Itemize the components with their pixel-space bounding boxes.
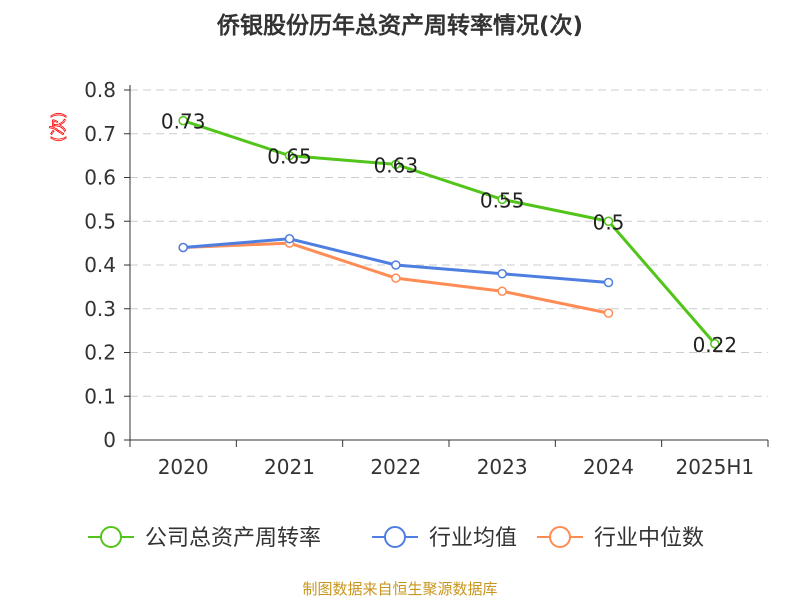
data-label: 0.55 — [480, 188, 525, 212]
data-point — [497, 194, 507, 205]
data-label: 0.5 — [593, 210, 625, 234]
y-tick-label: 0.5 — [84, 209, 116, 233]
legend-marker — [100, 526, 122, 548]
data-point — [284, 150, 295, 161]
y-axis-label: (次) — [49, 112, 69, 142]
legend-marker — [384, 526, 406, 548]
data-point — [603, 308, 614, 318]
data-point — [710, 339, 720, 349]
legend-item: 行业中位数 — [537, 526, 704, 551]
data-point — [497, 286, 507, 296]
source-note: 制图数据来自恒生聚源数据库 — [302, 580, 498, 598]
legend-label: 公司总资产周转率 — [145, 526, 321, 551]
y-tick-label: 0.1 — [84, 384, 116, 408]
x-tick-label: 2021 — [264, 455, 315, 479]
data-point — [497, 269, 507, 279]
legend-label: 行业中位数 — [594, 526, 704, 551]
data-point — [284, 234, 295, 244]
y-tick-label: 0.7 — [84, 122, 116, 146]
legend-item: 公司总资产周转率 — [88, 526, 321, 551]
data-point — [178, 115, 188, 126]
legend-marker — [549, 526, 571, 548]
data-point — [391, 159, 401, 170]
legend-label: 行业均值 — [429, 526, 517, 551]
y-tick-label: 0.3 — [84, 297, 116, 321]
data-point — [391, 273, 401, 283]
x-tick-label: 2025H1 — [675, 455, 754, 479]
y-tick-label: 0.4 — [84, 253, 116, 277]
x-tick-label: 2024 — [583, 455, 634, 479]
data-point — [178, 242, 188, 253]
data-point — [391, 260, 401, 270]
data-label: 0.22 — [693, 333, 738, 357]
chart-title: 侨银股份历年总资产周转率情况(次) — [216, 13, 584, 39]
x-tick-label: 2020 — [158, 455, 209, 479]
y-tick-label: 0.6 — [84, 166, 116, 190]
data-point — [603, 216, 614, 226]
x-tick-label: 2022 — [370, 455, 421, 479]
series-line — [182, 119, 716, 345]
data-point — [603, 277, 614, 288]
y-tick-label: 0 — [103, 428, 116, 452]
legend-item: 行业均值 — [372, 526, 517, 551]
x-tick-label: 2023 — [477, 455, 528, 479]
y-tick-label: 0.8 — [84, 78, 116, 102]
data-label: 0.63 — [374, 153, 419, 177]
data-label: 0.73 — [161, 110, 206, 134]
y-tick-label: 0.2 — [84, 341, 116, 365]
data-label: 0.65 — [267, 145, 312, 169]
